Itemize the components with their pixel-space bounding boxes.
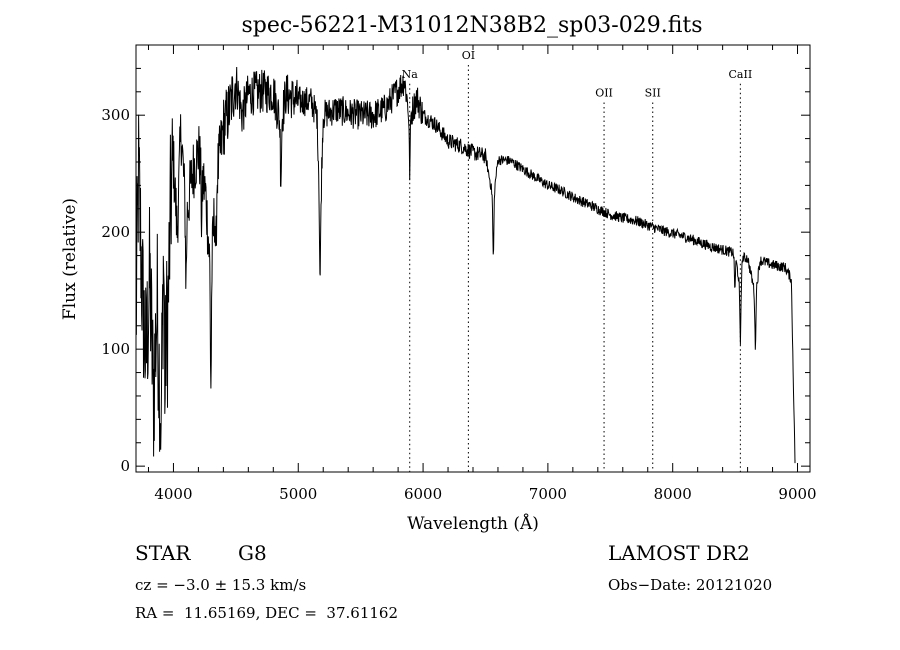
chart-title: spec-56221-M31012N38B2_sp03-029.fits <box>241 13 702 38</box>
object-class: STAR <box>135 541 191 565</box>
emission-line-markers: Na OI OII SII CaII <box>402 49 753 472</box>
y-tick-label: 300 <box>101 106 130 124</box>
spectral-subclass: G8 <box>238 541 267 565</box>
y-tick-label: 200 <box>101 223 130 241</box>
line-label-caii: CaII <box>729 68 753 81</box>
x-tick-label: 5000 <box>279 485 317 503</box>
redshift-info: cz = −3.0 ± 15.3 km/s <box>135 576 307 594</box>
x-axis-ticks: 4000 5000 6000 7000 8000 9000 <box>147 45 817 503</box>
observation-date: Obs−Date: 20121020 <box>608 576 773 594</box>
x-tick-label: 7000 <box>529 485 567 503</box>
spectrum-line <box>135 66 796 464</box>
line-label-oii: OII <box>595 86 613 99</box>
x-tick-label: 8000 <box>654 485 692 503</box>
coordinates: RA = 11.65169, DEC = 37.61162 <box>135 604 399 622</box>
y-tick-label: 100 <box>101 340 130 358</box>
y-axis-label: Flux (relative) <box>60 198 80 320</box>
line-label-oi: OI <box>462 49 475 62</box>
y-axis-ticks: 0 100 200 300 <box>101 67 810 475</box>
x-tick-label: 6000 <box>404 485 442 503</box>
x-tick-label: 9000 <box>778 485 816 503</box>
line-label-sii: SII <box>645 86 661 99</box>
x-tick-label: 4000 <box>154 485 192 503</box>
survey-name: LAMOST DR2 <box>608 541 750 565</box>
x-axis-label: Wavelength (Å) <box>407 513 539 534</box>
spectrum-chart: spec-56221-M31012N38B2_sp03-029.fits Na O… <box>60 13 817 534</box>
y-tick-label: 0 <box>120 457 130 475</box>
line-label-na: Na <box>402 68 419 81</box>
